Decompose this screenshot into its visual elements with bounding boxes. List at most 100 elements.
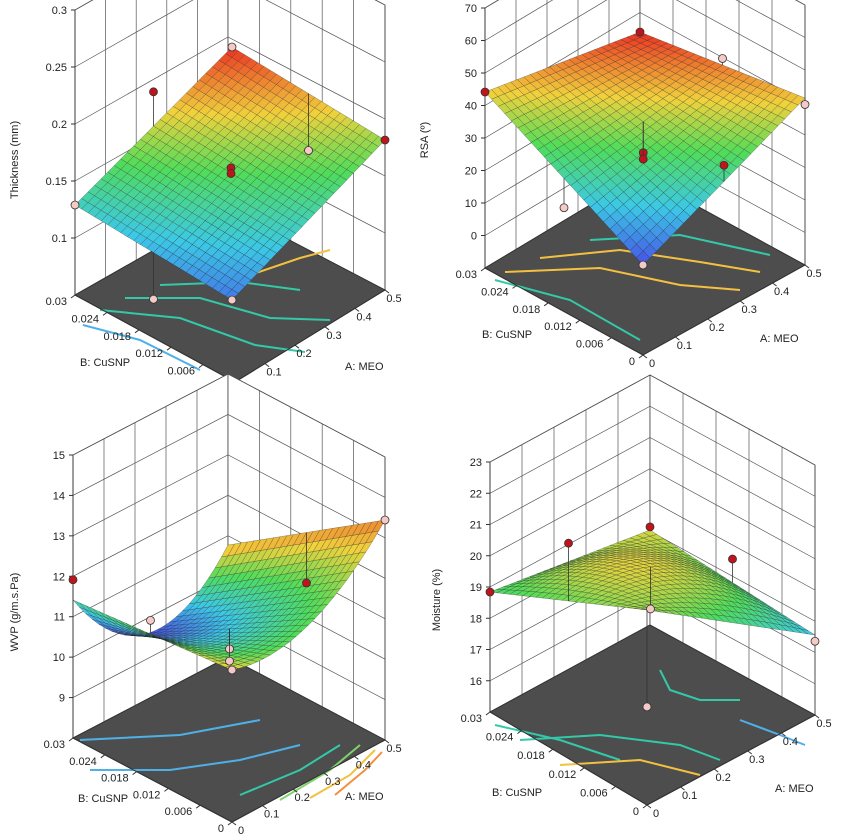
design-point [146,615,155,625]
x-axis-label: A: MEO [345,361,384,373]
z-tick-label: 0.25 [46,62,67,74]
y-tick-label: 0.012 [544,321,572,333]
y-axis-line [489,711,648,806]
design-point [304,146,313,155]
wall-hline [484,0,806,74]
design-point [718,54,727,63]
z-tick-label: 22 [470,488,482,500]
design-point [149,87,158,97]
y-tick [543,302,549,307]
y-tick [512,284,517,289]
z-tick-label: 23 [470,457,482,469]
x-axis-line [231,739,386,823]
x-tick [354,307,360,312]
x-tick [264,363,270,368]
x-axis-label: A: MEO [760,333,799,345]
y-tick-label: 0.03 [44,739,65,751]
y-tick [164,788,169,792]
x-tick-label: 0.3 [326,330,341,342]
contour-line [309,749,376,799]
chart-panel-wvp: 9 10 11 12 13 14 15 0 0.1 0.2 0.3 0.4 0.5 0 0.006 0.012… [9,373,402,837]
wall-hline [72,414,386,498]
z-tick-label: 9 [59,693,65,705]
y-tick-label: 0.018 [517,750,545,762]
z-tick-label: 0 [471,231,477,243]
x-tick [781,732,786,737]
x-tick-label: 0.5 [386,293,401,305]
z-tick-label: 18 [470,613,482,625]
y-tick-label: 0.03 [456,269,477,281]
y-axis-label: B: CuSNP [482,329,532,341]
z-tick-label: 14 [53,490,65,502]
y-tick [68,737,74,742]
design-point [638,154,648,164]
x-tick-label: 0 [649,358,655,370]
x-tick [642,354,648,359]
x-tick [680,786,685,791]
wall-hline [489,437,816,528]
response-surface [72,519,386,671]
y-axis-label: B: CuSNP [492,787,542,799]
x-tick [384,739,390,744]
contour-line [494,724,621,761]
y-tick-label: 0 [218,823,224,835]
y-tick-label: 0.03 [461,713,482,725]
surface-cell [791,95,806,106]
z-tick-label: 60 [465,36,477,48]
wall-hline [74,0,386,68]
x-tick [323,772,329,777]
y-tick-label: 0.012 [133,789,161,801]
x-tick-label: 0.3 [742,304,757,316]
x-tick [292,788,298,793]
contour-line [504,266,741,291]
design-point [485,587,495,597]
response-surface [74,46,386,301]
y-tick [480,267,486,272]
y-tick [198,364,204,369]
z-axis-label: Thickness (mm) [9,121,21,199]
contour-line [90,744,301,771]
wall-hline [72,454,386,539]
z-tick-label: 15 [53,450,65,462]
x-tick-label: 0 [653,808,659,820]
design-point [638,260,648,270]
y-axis-line [484,267,644,356]
x-tick [772,282,777,287]
z-axis-label: RSA (º) [419,122,431,158]
x-tick [675,336,680,341]
x-tick-label: 0.5 [806,268,821,280]
x-tick-label: 0.3 [325,776,340,788]
design-point [225,656,234,666]
wall-hline [489,405,816,497]
y-tick [102,311,108,316]
x-tick-label: 0.2 [709,322,724,334]
design-point [70,200,80,210]
y-tick-label: 0.006 [167,366,195,378]
x-tick-label: 0.1 [266,367,281,379]
design-point [380,135,390,145]
y-tick [548,748,554,753]
y-tick [134,329,140,334]
z-tick-label: 17 [470,645,482,657]
design-point [559,203,569,213]
design-point [645,522,655,532]
z-tick-label: 10 [53,652,65,664]
contour-line [334,751,383,796]
y-tick-label: 0 [633,806,639,818]
back-walls [486,374,816,716]
chart-panel-thickness: 0.10.150.20.250.300.10.20.30.40.500.0060… [9,0,402,397]
x-tick-label: 0.5 [816,718,831,730]
z-tick-label: 11 [54,612,65,624]
x-tick [384,289,390,294]
design-point [800,100,810,109]
contour-line [539,248,761,273]
x-tick-label: 0.3 [749,754,764,766]
x-axis-label: A: MEO [345,791,384,803]
y-axis-label: B: CuSNP [78,793,128,805]
contour-line [559,758,701,776]
design-point [646,604,655,614]
contour-line [249,249,331,276]
design-point [642,702,652,712]
x-tick-label: 0.4 [774,286,789,298]
x-tick [231,821,237,826]
